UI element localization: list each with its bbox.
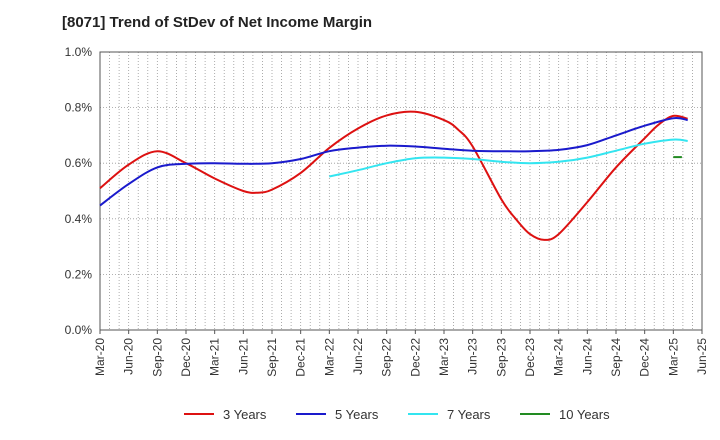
y-tick-label: 1.0% xyxy=(65,45,93,59)
x-tick-label: Jun-22 xyxy=(351,338,365,375)
legend-label-5-years: 5 Years xyxy=(335,407,379,422)
x-tick-label: Sep-22 xyxy=(380,338,394,377)
legend-label-3-years: 3 Years xyxy=(223,407,267,422)
plot-area xyxy=(100,52,702,330)
x-tick-label: Jun-25 xyxy=(695,338,709,375)
y-tick-label: 0.6% xyxy=(65,156,93,170)
x-tick-label: Jun-23 xyxy=(466,338,480,375)
y-tick-label: 0.8% xyxy=(65,101,93,115)
y-tick-label: 0.4% xyxy=(65,212,93,226)
legend: 3 Years 5 Years 7 Years 10 Years xyxy=(184,407,610,422)
x-tick-label: Jun-24 xyxy=(580,338,594,375)
axes: 0.0% 0.2% 0.4% 0.6% 0.8% 1.0% Mar-20 Jun-20 Sep-… xyxy=(65,45,709,377)
x-tick-label: Dec-21 xyxy=(294,338,308,377)
x-tick-label: Mar-22 xyxy=(322,338,336,376)
x-tick-label: Sep-24 xyxy=(609,338,623,377)
legend-label-10-years: 10 Years xyxy=(559,407,610,422)
x-tick-label: Mar-20 xyxy=(93,338,107,376)
x-tick-label: Sep-20 xyxy=(150,338,164,377)
series-lines xyxy=(99,110,688,241)
x-tick-label: Sep-21 xyxy=(265,338,279,377)
x-tick-label: Mar-25 xyxy=(666,338,680,376)
series-line-3-years xyxy=(99,110,688,241)
series-line-7-years xyxy=(329,138,688,178)
x-tick-label: Mar-24 xyxy=(552,338,566,376)
plot-border xyxy=(99,51,703,331)
x-tick-label: Mar-21 xyxy=(208,338,222,376)
y-tick-label: 0.0% xyxy=(65,323,93,337)
x-tick-label: Dec-24 xyxy=(638,338,652,377)
x-tick-label: Sep-23 xyxy=(494,338,508,377)
series-line-5-years xyxy=(99,116,688,207)
x-tick-label: Dec-22 xyxy=(408,338,422,377)
grid xyxy=(100,52,702,330)
x-tick-label: Jun-20 xyxy=(122,338,136,375)
y-tick-label: 0.2% xyxy=(65,267,93,281)
chart-title: [8071] Trend of StDev of Net Income Marg… xyxy=(62,14,373,31)
x-tick-label: Jun-21 xyxy=(236,338,250,375)
legend-label-7-years: 7 Years xyxy=(447,407,491,422)
x-tick-label: Dec-20 xyxy=(179,338,193,377)
x-tick-label: Dec-23 xyxy=(523,338,537,377)
x-tick-label: Mar-23 xyxy=(437,338,451,376)
